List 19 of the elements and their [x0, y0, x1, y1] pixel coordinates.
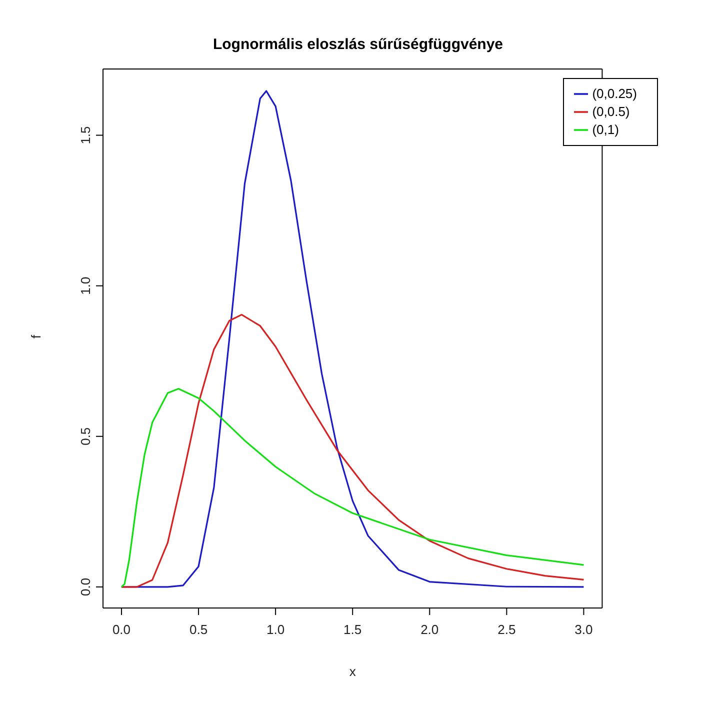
legend-label: (0,0.5) [592, 104, 630, 119]
legend-label: (0,0.25) [592, 86, 637, 101]
x-tick-label: 0.0 [112, 622, 131, 638]
x-tick-label: 1.5 [344, 622, 362, 638]
legend-label: (0,1) [592, 122, 619, 137]
x-tick-label: 2.0 [420, 622, 439, 638]
x-tick-label: 3.0 [574, 622, 593, 638]
y-tick-label: 1.5 [78, 126, 93, 144]
y-tick-label: 1.0 [78, 276, 93, 295]
x-axis-title: x [349, 664, 356, 679]
line-series [120, 388, 584, 588]
y-tick-label: 0.5 [78, 427, 93, 446]
x-tick-label: 0.5 [189, 622, 208, 638]
y-tick-label: 0.0 [78, 578, 93, 596]
y-axis-title: f [28, 334, 44, 338]
x-tick-label: 2.5 [498, 622, 516, 638]
line-series [120, 314, 584, 588]
x-tick-label: 1.0 [266, 622, 285, 638]
chart-title: Lognormális eloszlás sűrűségfüggvénye [212, 36, 504, 53]
